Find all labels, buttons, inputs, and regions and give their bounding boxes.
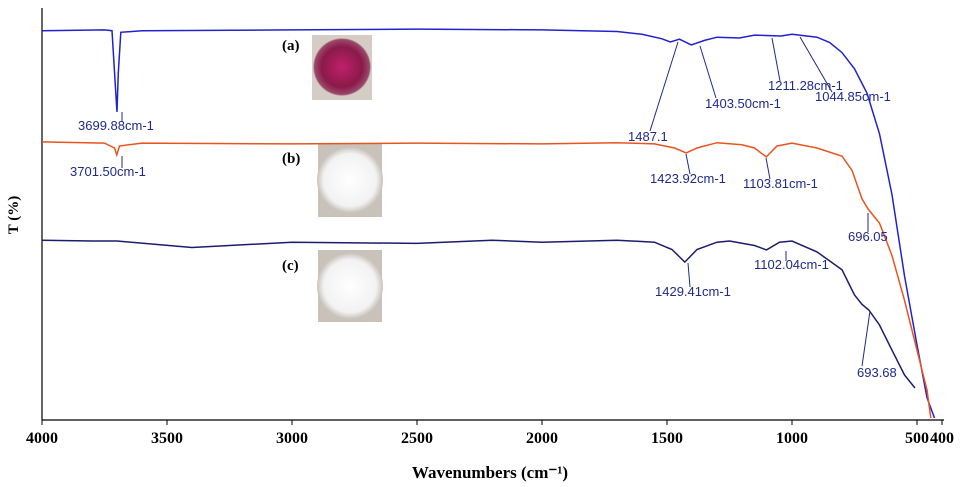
peak-annotation: 1102.04cm-1: [754, 257, 829, 272]
panel-label: (b): [282, 151, 300, 167]
chart: T (%) Wavenumbers (cm⁻¹) (a) (b) (c) 400…: [0, 0, 964, 487]
x-tick-label: 2000: [526, 430, 558, 447]
peak-annotation: 3701.50cm-1: [70, 164, 146, 179]
x-axis-label: Wavenumbers (cm⁻¹): [412, 463, 568, 482]
panel-label: (c): [282, 258, 299, 274]
y-axis-label: T (%): [6, 196, 22, 234]
peak-annotation: 1423.92cm-1: [650, 171, 726, 186]
leader-line: [700, 46, 716, 98]
sample-powder: [313, 38, 371, 96]
peak-annotation: 1403.50cm-1: [705, 96, 781, 111]
peak-annotation: 1103.81cm-1: [743, 176, 818, 191]
peak-annotation: 1044.85cm-1: [815, 89, 891, 104]
panel-label: (a): [282, 38, 300, 54]
x-tick-label: 4000: [26, 430, 58, 447]
peak-annotation: 1487.1: [628, 129, 668, 144]
peak-annotation: 1429.41cm-1: [655, 284, 731, 299]
x-tick-label: 3500: [151, 430, 183, 447]
sample-powder: [317, 253, 383, 319]
x-tick-label: 500: [905, 430, 929, 447]
peak-annotation: 696.05: [848, 229, 888, 244]
leader-line: [772, 38, 780, 81]
x-tick-label: 2500: [401, 430, 433, 447]
sample-powder: [317, 147, 383, 213]
leader-line: [650, 42, 678, 131]
x-tick-label: 1000: [776, 430, 808, 447]
x-tick-label: 3000: [276, 430, 308, 447]
x-tick-label: 1500: [651, 430, 683, 447]
peak-annotation: 3699.88cm-1: [78, 118, 154, 133]
peak-annotation: 693.68: [857, 365, 897, 380]
x-tick-label: 400: [930, 430, 954, 447]
leader-line: [862, 311, 870, 366]
